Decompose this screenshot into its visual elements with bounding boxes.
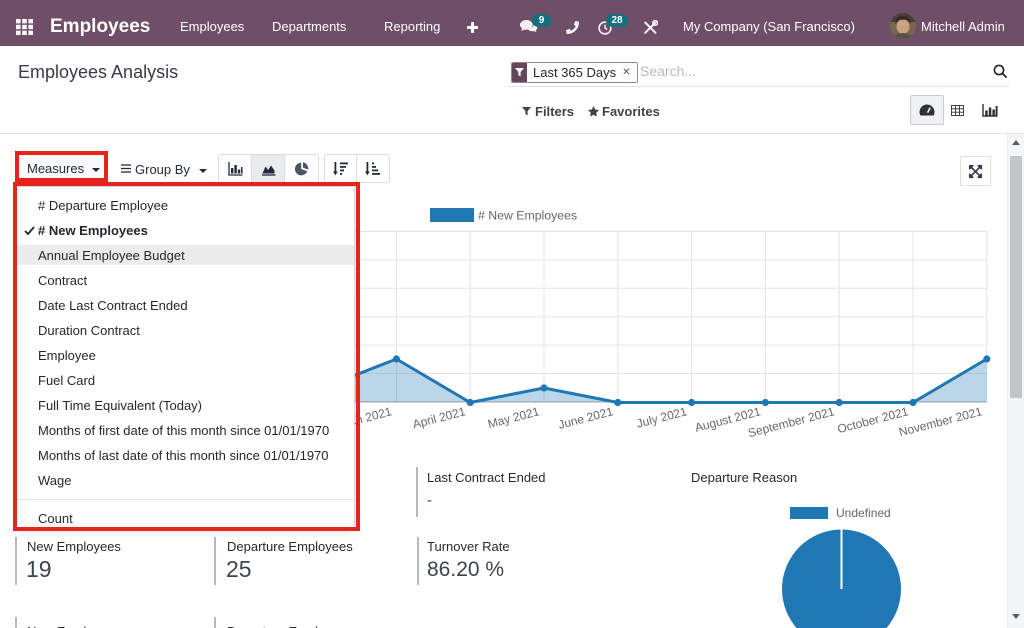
svg-text:# New Employees: # New Employees (478, 209, 577, 223)
svg-text:May 2021: May 2021 (486, 404, 541, 431)
svg-text:Undefined: Undefined (836, 506, 891, 520)
svg-text:July 2021: July 2021 (635, 404, 689, 430)
svg-text:June 2021: June 2021 (557, 404, 615, 432)
svg-text:April 2021: April 2021 (411, 404, 467, 431)
svg-text:November 2021: November 2021 (897, 404, 983, 439)
